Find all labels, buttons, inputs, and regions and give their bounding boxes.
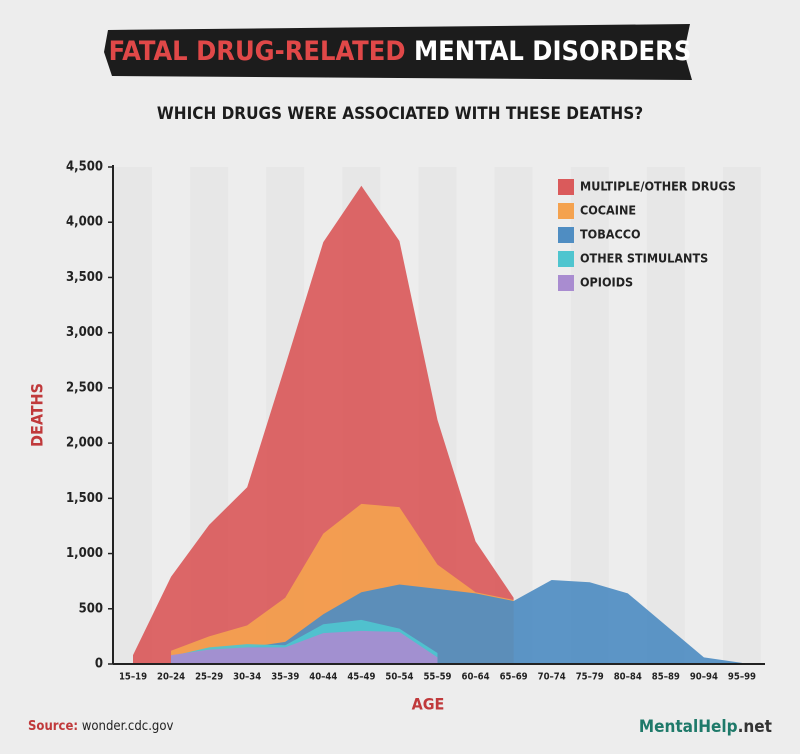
- title-highlight: FATAL DRUG-RELATED: [109, 36, 406, 67]
- x-tick-label: 15–19: [119, 672, 147, 683]
- y-tick-label: 3,000: [66, 325, 103, 340]
- band-stripe: [723, 167, 761, 664]
- legend-swatch: [558, 275, 574, 291]
- x-tick-label: 50–54: [385, 672, 413, 683]
- x-tick-label: 90–94: [690, 672, 718, 683]
- y-tick-label: 4,500: [66, 160, 103, 175]
- legend-label: OPIOIDS: [580, 275, 633, 290]
- y-tick-label: 0: [95, 657, 103, 672]
- y-tick-label: 2,500: [66, 380, 103, 395]
- y-tick-label: 1,500: [66, 491, 103, 506]
- y-tick-label: 1,000: [66, 546, 103, 561]
- x-tick-label: 85–89: [652, 672, 680, 683]
- source: Source: wonder.cdc.gov: [28, 719, 173, 734]
- brand-name: MentalHelp: [639, 717, 738, 737]
- brand-suffix: .net: [738, 717, 772, 737]
- x-tick-label: 20–24: [157, 672, 185, 683]
- brand: MentalHelp.net: [639, 717, 772, 737]
- y-tick-label: 4,000: [66, 215, 103, 230]
- legend-label: COCAINE: [580, 203, 636, 218]
- x-tick-label: 55–59: [423, 672, 451, 683]
- x-tick-label: 70–74: [538, 672, 566, 683]
- legend-swatch: [558, 251, 574, 267]
- band-stripe: [647, 167, 685, 664]
- x-tick-label: 25–29: [195, 672, 223, 683]
- x-tick-label: 35–39: [271, 672, 299, 683]
- y-axis-label: DEATHS: [28, 383, 47, 447]
- x-tick-label: 80–84: [614, 672, 642, 683]
- x-tick-label: 60–64: [462, 672, 490, 683]
- y-tick-label: 3,500: [66, 270, 103, 285]
- chart-title: FATAL DRUG-RELATED MENTAL DISORDERS: [109, 36, 692, 67]
- source-url: wonder.cdc.gov: [82, 719, 174, 734]
- area: [171, 630, 438, 664]
- legend-label: MULTIPLE/OTHER DRUGS: [580, 179, 736, 194]
- subtitle: WHICH DRUGS WERE ASSOCIATED WITH THESE D…: [157, 104, 643, 124]
- y-tick-label: 2,000: [66, 436, 103, 451]
- x-tick-label: 40–44: [309, 672, 337, 683]
- x-tick-label: 95–99: [728, 672, 756, 683]
- legend-label: OTHER STIMULANTS: [580, 251, 708, 266]
- x-tick-label: 65–69: [500, 672, 528, 683]
- x-axis-label: AGE: [412, 695, 445, 714]
- title-banner: [104, 24, 692, 80]
- band-stripe: [114, 167, 152, 664]
- title-rest: MENTAL DISORDERS: [414, 36, 691, 67]
- legend-label: TOBACCO: [580, 227, 641, 242]
- y-tick-label: 500: [79, 601, 103, 616]
- legend-swatch: [558, 179, 574, 195]
- legend-swatch: [558, 203, 574, 219]
- legend-swatch: [558, 227, 574, 243]
- x-tick-label: 75–79: [576, 672, 604, 683]
- source-label: Source:: [28, 719, 78, 734]
- x-tick-label: 45–49: [347, 672, 375, 683]
- x-tick-label: 30–34: [233, 672, 261, 683]
